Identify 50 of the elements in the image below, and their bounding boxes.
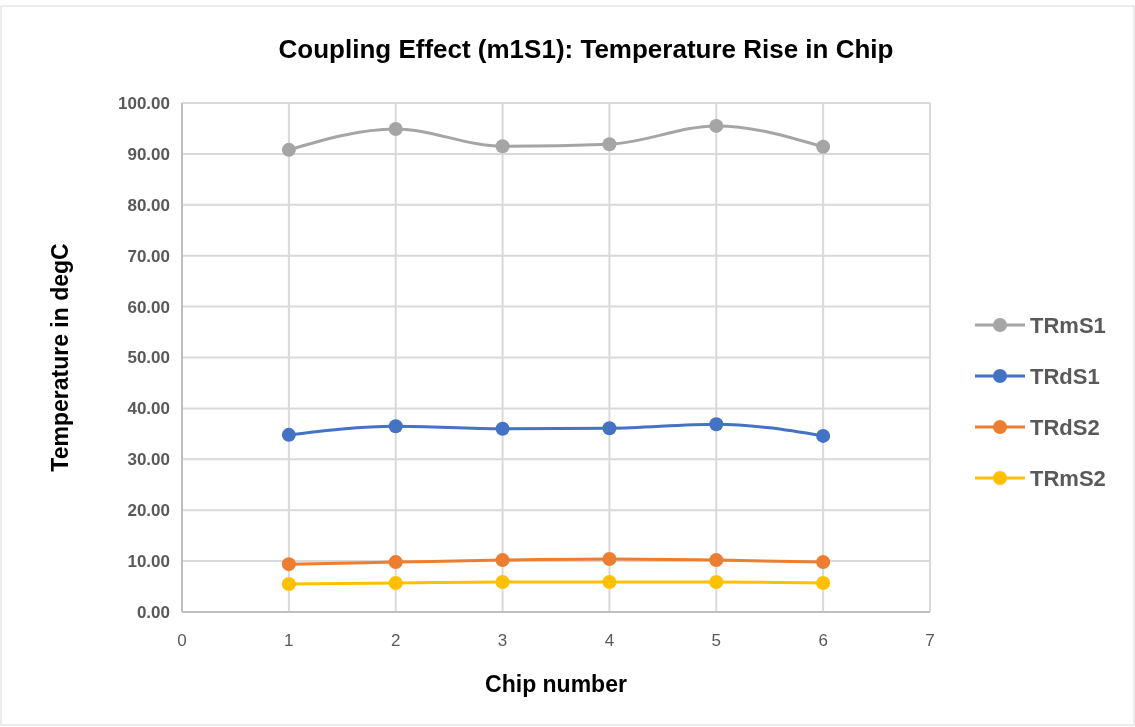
point (281, 577, 296, 592)
point (816, 575, 831, 590)
x-tick-label: 1 (284, 631, 294, 650)
x-tick-label: 3 (497, 631, 508, 650)
point (709, 553, 724, 568)
point (602, 421, 617, 436)
point (388, 555, 403, 570)
y-tick-label: 10.00 (127, 552, 170, 572)
point (709, 118, 724, 133)
point (495, 139, 510, 154)
point (816, 428, 831, 443)
y-tick-label: 90.00 (127, 144, 170, 164)
y-tick-label: 0.00 (136, 602, 170, 622)
point (495, 574, 510, 589)
x-tick-label: 6 (818, 631, 828, 650)
point (602, 137, 617, 152)
point (388, 575, 403, 590)
point (602, 552, 617, 567)
chart-title: Coupling Effect (m1S1): Temperature Rise in Chip (278, 34, 894, 64)
point (816, 555, 831, 570)
point (495, 553, 510, 568)
point (281, 557, 296, 572)
legend-label: TRmS1 (1030, 312, 1106, 338)
point (602, 574, 617, 589)
point (281, 427, 296, 442)
x-tick-label: 2 (390, 631, 401, 650)
point (816, 139, 831, 154)
x-tick-label: 4 (604, 631, 615, 650)
y-tick-label: 30.00 (127, 450, 170, 470)
y-axis-title: Temperature in degC (47, 243, 73, 472)
x-axis-title: Chip number (485, 671, 627, 697)
point (388, 121, 403, 136)
point (281, 142, 296, 157)
y-tick-label: 40.00 (127, 399, 170, 419)
legend-label: TRdS1 (1030, 363, 1100, 389)
x-tick-label: 7 (925, 631, 935, 650)
y-tick-label: 20.00 (127, 501, 170, 521)
legend-label: TRmS2 (1030, 465, 1106, 491)
y-tick-label: 60.00 (127, 297, 170, 317)
point (388, 419, 403, 434)
point (709, 574, 724, 589)
x-tick-label: 5 (711, 631, 722, 650)
y-tick-label: 100.00 (118, 93, 170, 113)
y-tick-label: 50.00 (127, 348, 170, 368)
y-tick-label: 70.00 (127, 246, 170, 266)
point (709, 417, 724, 432)
y-tick-label: 80.00 (127, 195, 170, 215)
point (495, 421, 510, 436)
x-tick-label: 0 (177, 631, 187, 650)
legend-label: TRdS2 (1030, 414, 1100, 440)
